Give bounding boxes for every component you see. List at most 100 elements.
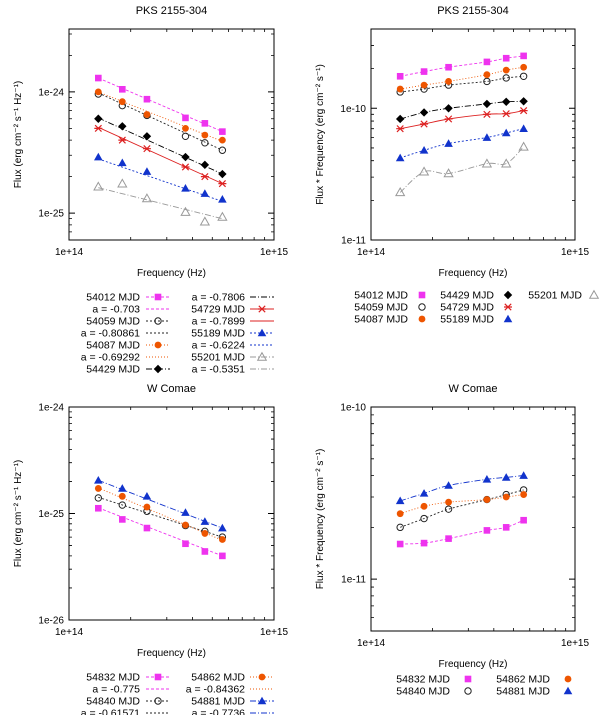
data-point <box>218 523 227 532</box>
legend-series-label: 55189 MJD <box>440 314 494 326</box>
data-point <box>200 172 209 181</box>
series-55189-mjd <box>395 124 528 162</box>
data-point <box>444 104 453 113</box>
data-point <box>501 128 511 137</box>
series-55201-mjd <box>93 178 228 226</box>
x-tick-label: 1e+14 <box>55 627 84 638</box>
data-point <box>445 78 452 85</box>
data-point <box>518 141 529 151</box>
data-point <box>94 114 103 123</box>
data-point <box>444 505 453 513</box>
data-point <box>444 115 453 123</box>
legend-series-label: 55201 MJD <box>191 352 245 364</box>
data-point <box>444 139 453 147</box>
y-tick-label: 1e-11 <box>341 236 366 247</box>
fit-line <box>98 187 223 220</box>
data-point <box>420 539 428 547</box>
data-point <box>502 54 510 62</box>
data-point <box>200 189 210 197</box>
legend-series-label: 54429 MJD <box>440 290 494 302</box>
legend-series-label: 54012 MJD <box>354 290 408 302</box>
trend-curve <box>400 519 524 545</box>
data-point <box>396 125 405 133</box>
data-point <box>94 485 102 492</box>
data-point <box>181 152 190 162</box>
legend-marker <box>154 673 162 681</box>
data-point <box>419 489 429 497</box>
legend-series-label: 54881 MJD <box>496 686 550 698</box>
legend-marker <box>257 696 267 705</box>
data-point <box>143 95 151 103</box>
data-point <box>420 502 428 510</box>
data-point <box>483 58 491 66</box>
data-point <box>181 184 190 192</box>
x-axis-label: Frequency (Hz) <box>137 268 206 279</box>
legend-marker <box>257 328 267 337</box>
y-tick-label: 1e-24 <box>38 87 64 98</box>
chart-title: PKS 2155-304 <box>437 5 509 17</box>
data-point <box>119 516 126 523</box>
x-tick-label: 1e+14 <box>357 247 386 258</box>
legend-series-label: 55201 MJD <box>528 290 582 302</box>
data-point <box>483 77 491 86</box>
legend-fit-label: a = -0.7806 <box>192 292 246 304</box>
x-tick-label: 1e+15 <box>561 638 590 649</box>
data-point <box>181 132 190 141</box>
data-point <box>501 473 511 481</box>
legend-marker <box>258 305 266 313</box>
data-point <box>182 114 189 122</box>
data-point <box>395 496 405 505</box>
data-point <box>94 88 102 96</box>
data-point <box>519 107 528 115</box>
legend-marker <box>503 290 513 300</box>
x-axis-label: Frequency (Hz) <box>439 659 508 670</box>
data-point <box>201 548 209 555</box>
plot-frame <box>68 406 275 621</box>
data-point <box>502 110 511 118</box>
data-point <box>94 152 103 161</box>
data-point <box>201 120 209 127</box>
data-point <box>218 180 227 188</box>
x-tick-label: 1e+15 <box>260 627 289 638</box>
data-point <box>520 52 527 60</box>
data-point <box>118 98 126 106</box>
chart-panel-2: PKS 2155-304 1e+14 1e+15 1e-10 1e-11 Frequenc… <box>315 5 600 326</box>
x-axis-label: Frequency (Hz) <box>439 268 508 279</box>
data-point <box>93 181 104 191</box>
series-54832-mjd <box>396 516 527 548</box>
trend-curve <box>400 494 524 515</box>
x-axis-label: Frequency (Hz) <box>137 648 206 659</box>
fit-line <box>98 92 223 151</box>
data-point <box>502 74 510 82</box>
data-point <box>218 169 227 179</box>
data-point <box>520 63 528 71</box>
legend-series-label: 55189 MJD <box>191 328 245 340</box>
legend-fit-label: a = -0.61571 <box>81 708 140 715</box>
legend-series-label: 54059 MJD <box>86 316 140 328</box>
data-point <box>483 496 491 503</box>
legend-marker <box>588 289 600 299</box>
data-point <box>181 508 190 516</box>
data-point <box>420 120 429 128</box>
data-point <box>219 128 226 135</box>
data-point <box>482 110 491 118</box>
data-point <box>482 475 492 483</box>
data-point <box>502 66 510 74</box>
data-point <box>142 167 152 175</box>
data-point <box>395 187 406 197</box>
y-tick-label: 1e-10 <box>340 403 366 414</box>
series-54012-mjd <box>396 52 527 80</box>
data-point <box>143 503 151 511</box>
legend-marker <box>503 314 513 323</box>
data-point <box>182 540 189 548</box>
minor-ticks <box>371 407 575 631</box>
data-point <box>94 124 103 132</box>
legend-fit-label: a = -0.80861 <box>81 328 140 340</box>
y-axis-label: Flux * Frequency (erg cm⁻² s⁻¹) <box>315 449 326 590</box>
legend-marker <box>464 675 472 683</box>
data-point <box>483 527 491 534</box>
legend-fit-label: a = -0.5351 <box>192 364 246 376</box>
series-54059-mjd <box>396 72 528 96</box>
